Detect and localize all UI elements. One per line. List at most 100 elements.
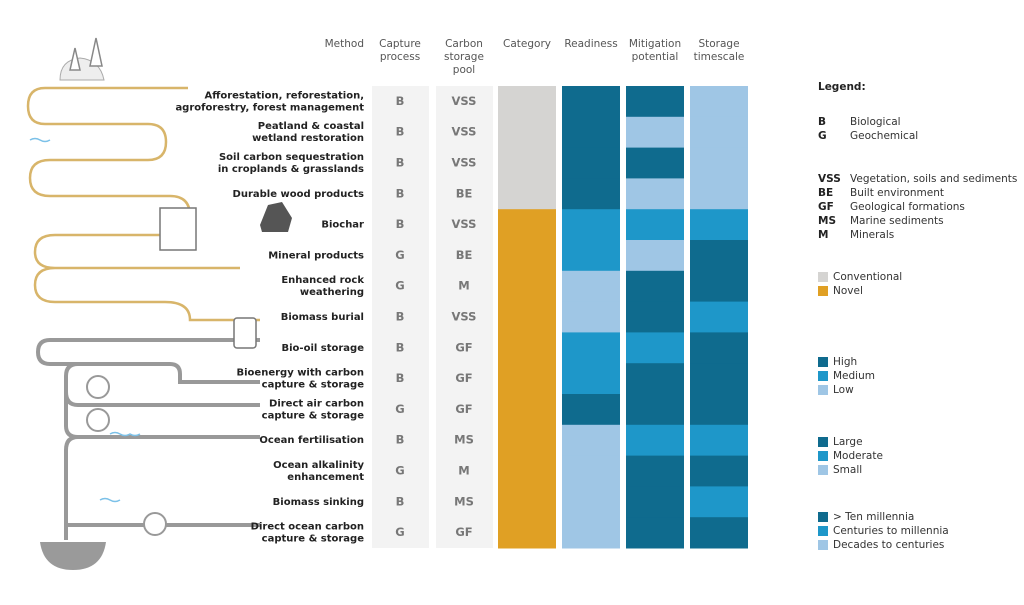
capture-code: B: [396, 371, 405, 385]
rock: [260, 202, 292, 232]
mitigation-cell: [626, 178, 684, 210]
readiness-cell: [562, 270, 620, 303]
pool-code: GF: [455, 371, 472, 385]
timescale-cell: [690, 424, 748, 457]
mitigation-cell: [626, 86, 684, 118]
method-label: Biomass sinking: [273, 497, 364, 508]
mitigation-cell: [626, 332, 684, 364]
timescale-cell: [690, 394, 748, 426]
legend-label: Decades to centuries: [833, 539, 944, 551]
legend-swatch: [818, 357, 828, 367]
column-header: Category: [503, 38, 551, 50]
legend-label: Geological formations: [850, 201, 965, 213]
method-label: capture & storage: [262, 410, 365, 421]
category-cell: [498, 147, 556, 179]
column-header: pool: [453, 64, 475, 76]
column-header: timescale: [694, 51, 745, 63]
pool-code: MS: [454, 494, 474, 508]
method-label: Soil carbon sequestration: [219, 152, 364, 163]
capture-code: B: [396, 186, 405, 200]
legend-code: GF: [818, 201, 834, 213]
timescale-cell: [690, 363, 748, 395]
readiness-cell: [562, 394, 620, 426]
method-label: Ocean fertilisation: [259, 435, 364, 446]
legend-label: Geochemical: [850, 130, 918, 142]
category-cell: [498, 424, 556, 457]
method-label: Direct ocean carbon: [251, 522, 364, 533]
method-label: Afforestation, reforestation,: [204, 90, 364, 101]
legend-code: VSS: [818, 173, 841, 185]
legend-swatch: [818, 272, 828, 282]
legend-label: > Ten millennia: [833, 511, 914, 523]
category-cell: [498, 270, 556, 303]
co2-icon: [143, 512, 167, 536]
pool-code: BE: [456, 186, 473, 200]
column-bg: [436, 86, 493, 548]
method-label: Durable wood products: [233, 189, 365, 200]
method-label: Bioenergy with carbon: [237, 368, 365, 379]
legend-code: G: [818, 130, 827, 142]
method-label: Biochar: [321, 220, 364, 231]
readiness-cell: [562, 455, 620, 487]
timescale-cell: [690, 240, 748, 272]
legend-label: Centuries to millennia: [833, 525, 949, 537]
method-label: in croplands & grasslands: [218, 164, 364, 175]
category-cell: [498, 240, 556, 272]
capture-code: G: [395, 402, 404, 416]
legend-code: BE: [818, 187, 833, 199]
readiness-cell: [562, 363, 620, 395]
column-header: process: [380, 51, 420, 63]
method-label: Mineral products: [268, 250, 364, 261]
readiness-cell: [562, 147, 620, 179]
column-header: Readiness: [564, 38, 617, 50]
method-label: agroforestry, forest management: [175, 102, 364, 113]
legend-swatch: [818, 286, 828, 296]
pool-code: GF: [455, 525, 472, 539]
mitigation-cell: [626, 147, 684, 179]
pool-code: MS: [454, 433, 474, 447]
pool-code: GF: [455, 402, 472, 416]
illustration: [26, 37, 292, 570]
mitigation-cell: [626, 240, 684, 272]
legend-label: Vegetation, soils and sediments: [850, 173, 1017, 185]
mitigation-cell: [626, 116, 684, 149]
co2-icon: [86, 375, 110, 399]
readiness-cell: [562, 116, 620, 149]
legend-label: Moderate: [833, 450, 883, 462]
mitigation-cell: [626, 301, 684, 333]
column-header: Storage: [698, 38, 739, 50]
reservoir: [40, 542, 106, 570]
method-label: capture & storage: [262, 534, 365, 545]
capture-code: B: [396, 94, 405, 108]
legend-swatch: [818, 465, 828, 475]
category-cell: [498, 209, 556, 241]
mitigation-cell: [626, 270, 684, 303]
land-path: [26, 86, 260, 322]
legend-title: Legend:: [818, 81, 866, 93]
mitigation-cell: [626, 209, 684, 241]
trees: [69, 37, 103, 71]
method-label: Biomass burial: [281, 312, 364, 323]
timescale-cell: [690, 270, 748, 303]
capture-code: G: [395, 279, 404, 293]
pipes: [35, 338, 260, 540]
readiness-cell: [562, 424, 620, 457]
legend-swatch: [818, 512, 828, 522]
legend-label: Built environment: [850, 187, 944, 199]
waves: [29, 137, 141, 503]
mitigation-cell: [626, 486, 684, 518]
legend-label: Novel: [833, 285, 863, 297]
capture-code: B: [396, 125, 405, 139]
method-label: Bio-oil storage: [282, 343, 365, 354]
category-cell: [498, 486, 556, 518]
capture-code: B: [396, 494, 405, 508]
method-label: wetland restoration: [252, 133, 364, 144]
capture-code: B: [396, 310, 405, 324]
legend-code: MS: [818, 215, 836, 227]
legend-label: Biological: [850, 116, 901, 128]
mitigation-cell: [626, 455, 684, 487]
method-label: Ocean alkalinity: [273, 460, 364, 471]
category-cell: [498, 86, 556, 118]
legend-label: Large: [833, 436, 863, 448]
